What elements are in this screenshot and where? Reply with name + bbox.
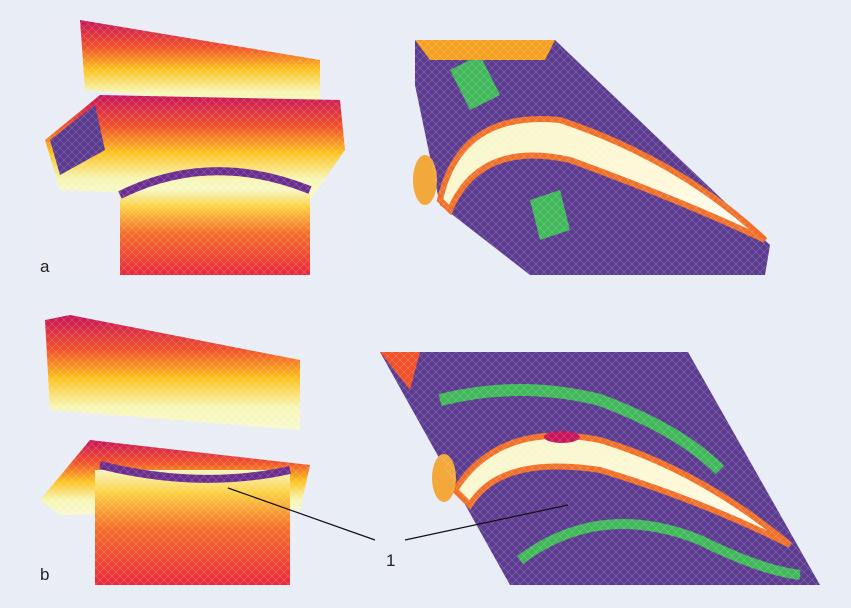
mesh-model-a-left (40, 20, 350, 275)
panel-label: b (40, 565, 49, 584)
figure: a b 1 (0, 0, 851, 608)
page: a b 1 (() => { const data = JSON.parse(d… (0, 0, 851, 608)
mesh-model-b-right (380, 352, 820, 585)
callout-label: 1 (386, 551, 395, 570)
mesh-model-a-right (413, 40, 770, 275)
mesh-model-b-left (40, 315, 312, 585)
panel-label: a (40, 257, 50, 276)
